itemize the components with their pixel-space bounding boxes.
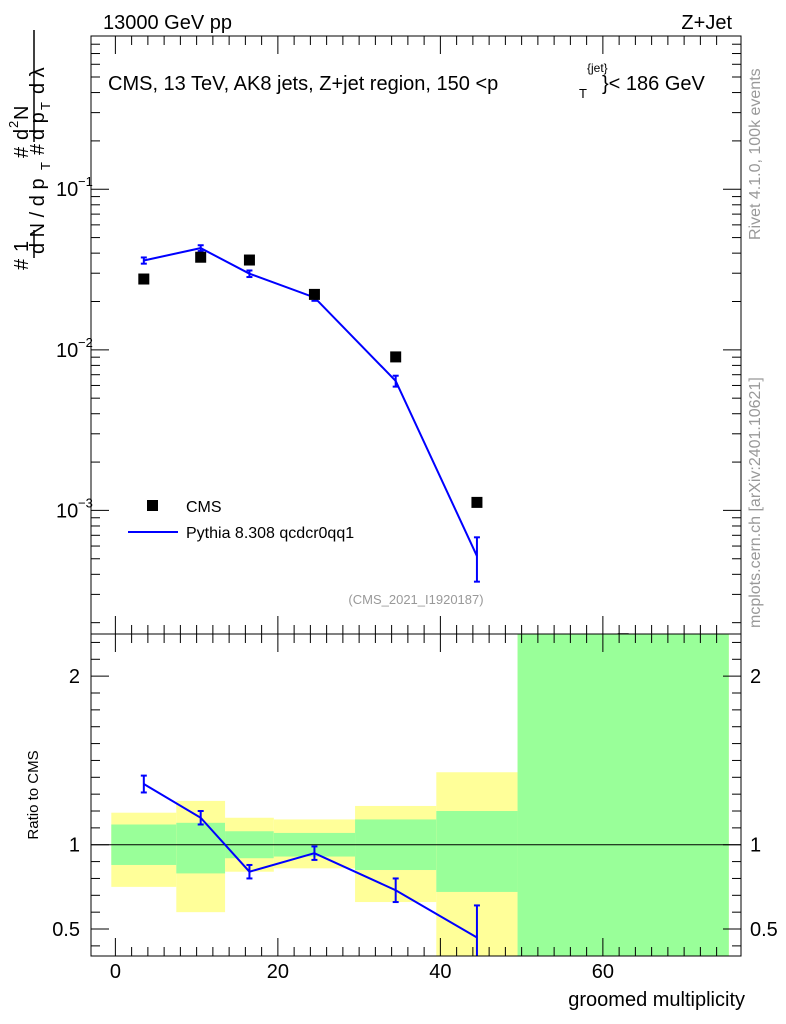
ratio-panel: 0.5 0.51 12 20 20 40 60 Ratio to CMS groomed m… (25, 633, 778, 1011)
ratio-ytick-label: 1 (69, 835, 80, 857)
ratio-band-green (436, 811, 518, 892)
ratio-bands (111, 634, 729, 956)
main-cms-series (138, 251, 629, 634)
header-left: 13000 GeV pp (103, 12, 232, 34)
pythia-line (143, 247, 478, 557)
cms-point (243, 254, 255, 266)
plot-title-end: }< 186 GeV (602, 73, 706, 95)
ratio-xtick-label: 40 (429, 961, 451, 983)
legend-pythia-label: Pythia 8.308 qcdcr0qq1 (186, 525, 354, 542)
ylabel-d: d (11, 129, 33, 140)
main-ytick-label: 10 (56, 340, 78, 362)
main-ytick-label: 10 (56, 500, 78, 522)
ylabel-n: N (11, 106, 33, 120)
ratio-ytick-label: 2 (69, 666, 80, 688)
ratio-ytick-label-right: 0.5 (750, 919, 778, 941)
rivet-label: Rivet 4.1.0, 100k events (747, 68, 764, 240)
ylabel-dn-dpt: d N / d p (27, 178, 49, 254)
main-ylabel: # 1 d N / d p T # d 2 N d p T d λ # (6, 30, 53, 270)
main-ticks: 10−110−210−3 (56, 35, 741, 634)
main-ytick-exp: −3 (78, 495, 93, 510)
ratio-band-green (517, 634, 729, 956)
mcplots-label: mcplots.cern.ch [arXiv:2401.10621] (747, 377, 764, 628)
main-ytick-exp: −2 (78, 335, 93, 350)
cms-point (471, 496, 483, 508)
analysis-watermark: (CMS_2021_I1920187) (348, 592, 483, 607)
ratio-ylabel: Ratio to CMS (25, 750, 42, 839)
ylabel-dpt-sub: T (38, 102, 53, 110)
main-ytick-exp: −1 (78, 174, 93, 189)
main-frame (90, 35, 742, 635)
main-panel: 10−110−210−3 CMS, 13 TeV, AK8 jets, Z+je… (56, 35, 742, 635)
ratio-xtick-label: 20 (267, 961, 289, 983)
ratio-ticks: 0.5 0.51 12 20 20 40 60 (52, 634, 778, 983)
ylabel-dlambda: d λ (27, 67, 49, 94)
ratio-pythia-line (143, 783, 478, 939)
header-right: Z+Jet (681, 12, 732, 34)
ratio-xtick-label: 60 (592, 961, 614, 983)
plot-title: CMS, 13 TeV, AK8 jets, Z+jet region, 150… (108, 73, 498, 95)
legend-cms-marker (147, 500, 158, 511)
ratio-ytick-label-right: 2 (750, 666, 761, 688)
ylabel-dn-dpt-sub: T (38, 162, 53, 170)
ratio-ytick-label-right: 1 (750, 835, 761, 857)
ylabel-hash-b: # (11, 146, 33, 158)
ylabel-d-sup: 2 (6, 121, 21, 128)
ylabel-dpt: d p (27, 112, 49, 140)
ratio-xtick-label: 0 (110, 961, 121, 983)
ylabel-num-1: 1 (11, 241, 33, 252)
cms-point (195, 251, 207, 263)
ylabel-hash-c: # (27, 143, 49, 155)
ratio-xlabel: groomed multiplicity (568, 989, 745, 1011)
plot-title-sub: T (579, 86, 587, 101)
ratio-theory-series (140, 774, 480, 956)
legend-cms-label: CMS (186, 499, 222, 516)
ratio-ytick-label: 0.5 (52, 919, 80, 941)
main-ytick-label: 10 (56, 179, 78, 201)
cms-point (390, 351, 402, 363)
ratio-band-green (176, 822, 226, 874)
cms-point (138, 273, 150, 285)
ylabel-hash-a: # (11, 258, 33, 270)
ratio-frame (90, 633, 742, 957)
plot-title-sup: {jet} (587, 61, 608, 75)
cms-point (308, 288, 320, 300)
